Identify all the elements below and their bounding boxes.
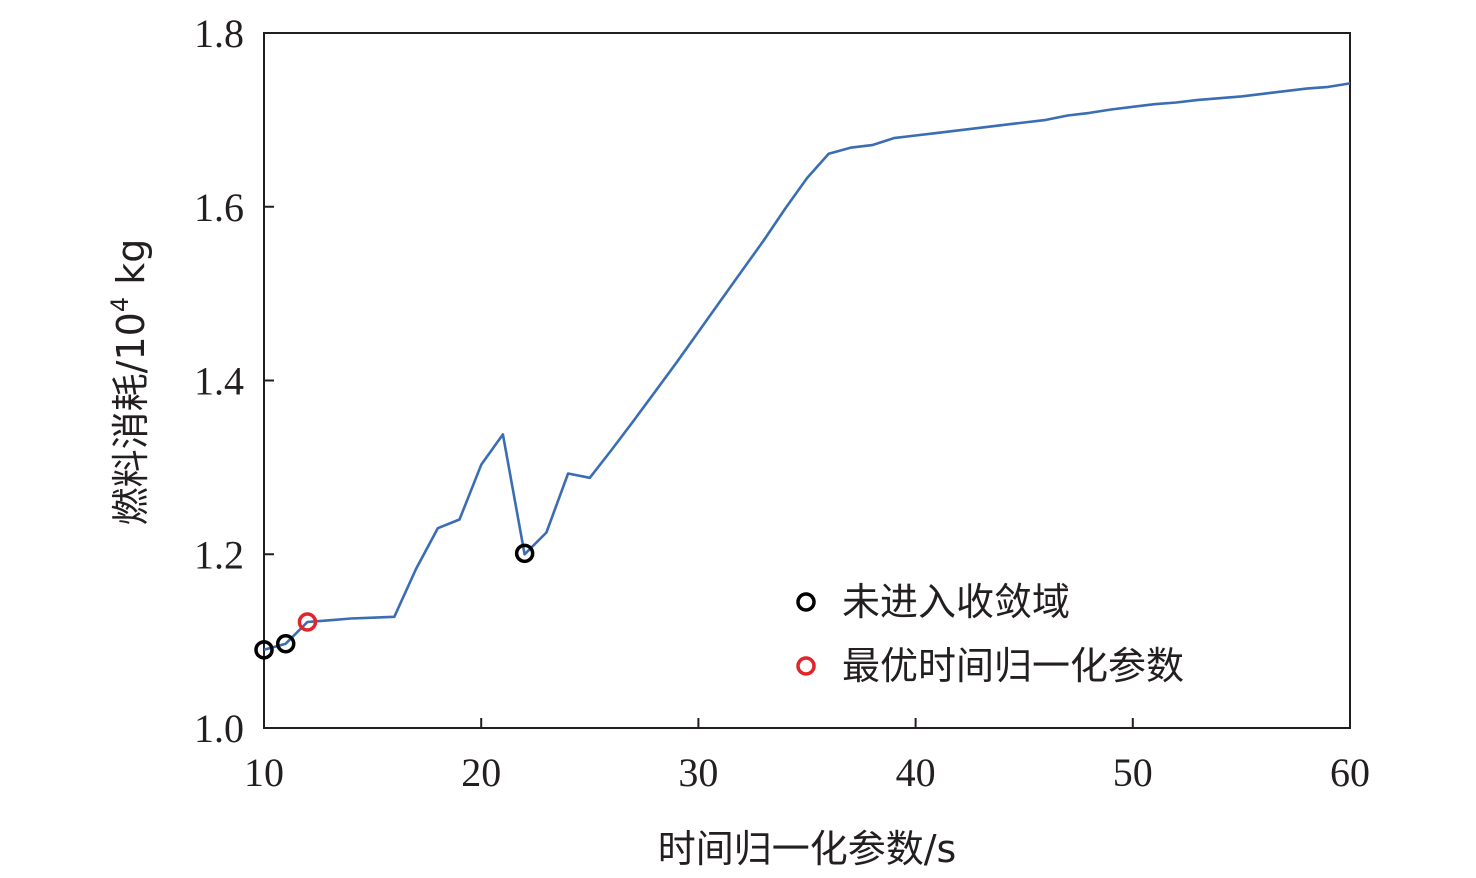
x-axis-ticks: 10 20 30 40 50 60 (244, 718, 1370, 795)
y-axis-ticks: 1.0 1.2 1.4 1.6 1.8 (194, 11, 274, 751)
legend-label-optimal: 最优时间归一化参数 (842, 644, 1184, 688)
marker-optimal (297, 612, 318, 632)
y-tick-label: 1.6 (194, 185, 244, 230)
marker-not_converged (275, 633, 296, 654)
y-axis-title-unit: kg (109, 239, 153, 297)
legend-marker-not_converged (796, 592, 816, 612)
plot-frame (263, 32, 1351, 729)
fuel-consumption-line (263, 82, 1351, 652)
x-tick-label: 30 (678, 750, 718, 795)
y-axis-title-exponent: 4 (106, 297, 134, 312)
legend-label-not_converged: 未进入收敛域 (842, 580, 1070, 624)
x-tick-label: 50 (1113, 750, 1153, 795)
x-tick-label: 60 (1330, 750, 1370, 795)
y-tick-label: 1.0 (194, 706, 244, 751)
x-tick-label: 10 (244, 750, 284, 795)
x-tick-label: 20 (461, 750, 501, 795)
markers (254, 543, 535, 660)
y-tick-label: 1.8 (194, 11, 244, 56)
y-axis-title: 燃料消耗/104 kg (106, 239, 153, 526)
x-axis-title: 时间归一化参数/s (658, 827, 957, 871)
marker-not_converged (254, 640, 274, 660)
marker-not_converged (514, 543, 535, 564)
legend-marker-optimal (796, 656, 816, 676)
y-tick-label: 1.2 (194, 532, 244, 577)
y-tick-label: 1.4 (194, 359, 244, 404)
y-axis-title-main: 燃料消耗/10 (109, 312, 153, 525)
x-tick-label: 40 (896, 750, 936, 795)
